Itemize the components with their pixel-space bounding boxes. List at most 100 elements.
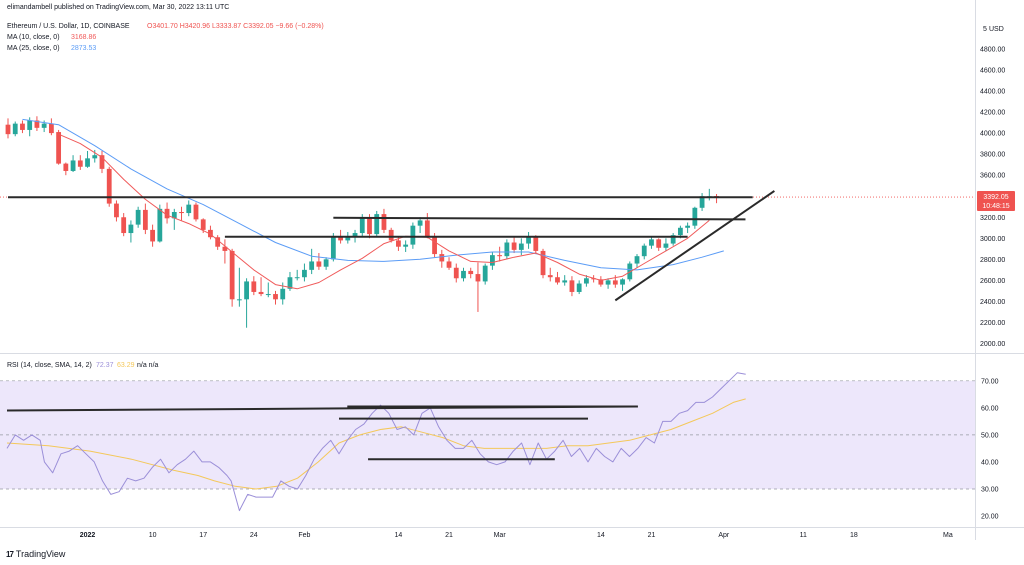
candle: [323, 257, 329, 270]
candle-body: [555, 277, 560, 283]
candle-body: [85, 158, 90, 167]
candle: [121, 213, 127, 237]
candle-body: [70, 160, 76, 171]
candle-body: [200, 219, 206, 230]
candle-body: [482, 265, 488, 282]
candle-body: [34, 120, 40, 128]
candle: [330, 233, 336, 262]
candle-countdown: 10:48:15: [982, 203, 1009, 210]
candle-body: [251, 281, 257, 292]
candle: [135, 206, 141, 228]
candle-body: [461, 270, 466, 279]
candle-body: [641, 245, 647, 257]
candle: [417, 217, 423, 234]
candle-body: [309, 261, 315, 270]
candle-body: [142, 209, 148, 230]
candle: [511, 236, 517, 254]
candle-body: [106, 168, 112, 204]
time-axis: 2022 10 17 24 Feb 14 21 Mar 14 21 Apr 11 18 Ma: [80, 532, 953, 539]
candle-body: [605, 280, 611, 285]
price-tick-label: 4600.00: [980, 67, 1005, 74]
candle: [649, 236, 654, 249]
rsi-tick-label: 70.00: [981, 378, 999, 385]
candle-body: [164, 208, 170, 219]
time-tick-label: 14: [597, 532, 605, 539]
candle: [316, 253, 322, 270]
tradingview-brand-name: TradingView: [15, 549, 66, 559]
candle-body: [186, 204, 192, 214]
candle: [518, 238, 524, 256]
candle: [453, 263, 459, 283]
candle: [128, 220, 134, 243]
candle: [468, 267, 474, 279]
candle: [576, 280, 582, 295]
candle: [193, 202, 199, 222]
candle: [12, 121, 18, 137]
rsi-tick-label: 30.00: [981, 487, 999, 494]
candle-body: [388, 229, 394, 241]
candle-body: [171, 212, 177, 219]
rsi-pane: 20.00 30.00 40.00 50.00 60.00 70.00 RSI (14, c…: [0, 362, 999, 521]
candle-body: [699, 196, 705, 208]
candle-body: [273, 294, 278, 300]
time-tick-label: 21: [445, 532, 453, 539]
candle: [547, 267, 553, 282]
rsi-tick-label: 20.00: [981, 514, 999, 521]
candle-body: [670, 235, 676, 244]
price-tick-label: 2800.00: [980, 257, 1005, 264]
candle-body: [244, 281, 249, 300]
candle: [692, 206, 698, 229]
candle-body: [99, 155, 105, 169]
candle: [699, 193, 705, 211]
candle: [345, 231, 351, 244]
candle: [598, 276, 604, 287]
candle-body: [114, 203, 119, 218]
candle-body: [468, 270, 474, 275]
rsi-tick-label: 60.00: [981, 405, 999, 412]
candle: [157, 204, 163, 243]
candle-body: [497, 255, 503, 257]
candle-body: [656, 239, 662, 248]
candle-body: [576, 283, 582, 292]
candle-body: [20, 123, 25, 130]
candle-body: [77, 160, 83, 167]
candle-body: [446, 261, 452, 268]
candle: [171, 208, 177, 230]
candle: [208, 225, 213, 240]
candle-body: [649, 239, 654, 246]
time-tick-label: 18: [850, 532, 858, 539]
price-tick-label: 4000.00: [980, 131, 1005, 138]
candle: [388, 227, 394, 243]
candle: [309, 248, 315, 275]
candle-body: [533, 237, 539, 251]
candle: [77, 155, 83, 170]
candle: [381, 208, 387, 234]
candle-body: [287, 277, 293, 289]
candle-body: [620, 279, 625, 285]
candle-body: [294, 277, 300, 279]
candle-body: [150, 229, 155, 242]
candle: [215, 235, 221, 250]
candle: [92, 149, 98, 163]
candle: [142, 203, 148, 235]
price-tick-label: 2400.00: [980, 299, 1005, 306]
candle: [70, 155, 76, 173]
candle: [222, 239, 228, 264]
candle: [641, 243, 647, 260]
tradingview-brand[interactable]: 17 TradingView: [6, 549, 65, 559]
candle: [439, 249, 445, 268]
candle-body: [236, 299, 242, 301]
candle: [670, 233, 676, 246]
currency-label: USD: [989, 26, 1004, 33]
candle-body: [48, 123, 54, 134]
candle: [244, 278, 249, 328]
rsi-line: [6, 372, 746, 512]
candle-body: [612, 280, 618, 285]
candle-body: [410, 225, 416, 245]
ma25-label: MA (25, close, 0): [7, 45, 60, 52]
candle-body: [439, 254, 445, 262]
candle: [656, 238, 662, 251]
rsi-sma-line: [6, 398, 746, 490]
candle: [164, 202, 170, 224]
